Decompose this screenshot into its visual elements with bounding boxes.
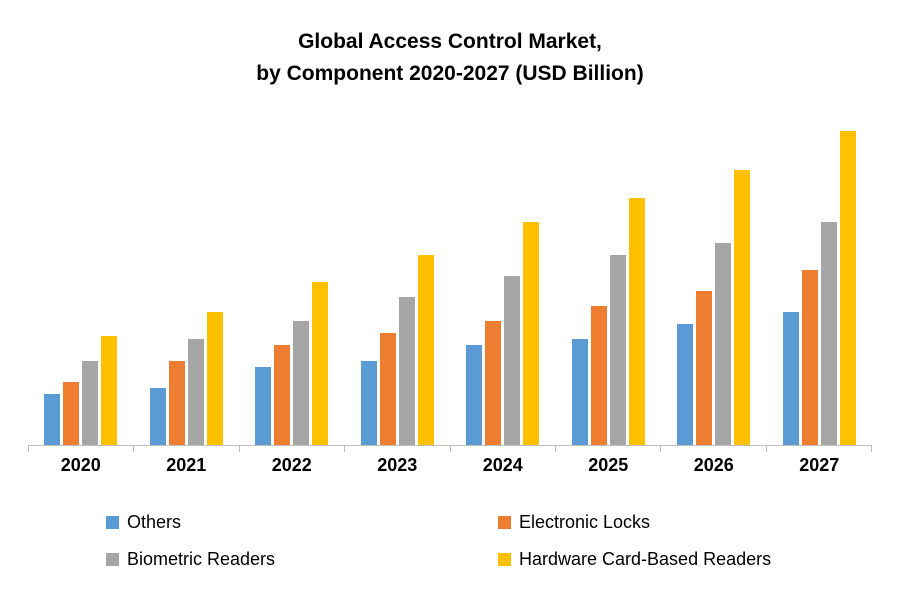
bar-group-2027 [767, 113, 873, 445]
plot-area [28, 113, 872, 446]
bar-electronic-locks [696, 291, 713, 445]
legend-swatch-biometric-readers [106, 553, 119, 566]
bar-electronic-locks [590, 306, 607, 445]
bar-hardware-card-based-readers [523, 221, 540, 445]
axis-tick [871, 446, 872, 452]
bar-group-2021 [134, 113, 240, 445]
bar-group-2025 [556, 113, 662, 445]
bar-others [571, 339, 588, 445]
bar-hardware-card-based-readers [206, 312, 223, 445]
bar-biometric-readers [609, 254, 626, 445]
bar-others [677, 324, 694, 445]
x-axis-label: 2022 [271, 455, 312, 475]
legend-item-electronic-locks: Electronic Locks [498, 512, 900, 533]
legend-swatch-others [106, 516, 119, 529]
bar-electronic-locks [168, 360, 185, 445]
bar-hardware-card-based-readers [417, 254, 434, 445]
bar-group-2020 [28, 113, 134, 445]
axis-tick [449, 446, 451, 452]
x-axis-label: 2020 [60, 455, 101, 475]
x-axis-label: 2025 [588, 455, 629, 475]
bar-group-2022 [239, 113, 345, 445]
bar-biometric-readers [82, 360, 99, 445]
chart-title-line-1: Global Access Control Market, [298, 30, 602, 53]
bar-hardware-card-based-readers [734, 170, 751, 445]
bar-others [782, 312, 799, 445]
legend-label-others: Others [127, 512, 182, 532]
legend-swatch-electronic-locks [498, 516, 511, 529]
bar-others [255, 366, 272, 445]
legend-item-others: Others [106, 512, 498, 533]
bar-hardware-card-based-readers [839, 131, 856, 445]
bar-others [44, 393, 61, 445]
legend-item-hardware-card-based-readers: Hardware Card-Based Readers [498, 549, 900, 570]
bar-biometric-readers [398, 297, 415, 445]
bar-electronic-locks [274, 345, 291, 445]
bar-electronic-locks [801, 269, 818, 445]
x-axis-label: 2023 [377, 455, 418, 475]
x-axis-label: 2021 [166, 455, 207, 475]
bar-others [149, 387, 166, 445]
bar-biometric-readers [187, 339, 204, 445]
bar-biometric-readers [293, 321, 310, 445]
x-axis-label: 2027 [799, 455, 840, 475]
axis-tick [765, 446, 767, 452]
bar-electronic-locks [485, 321, 502, 445]
bar-biometric-readers [504, 275, 521, 445]
legend-label-biometric-readers: Biometric Readers [127, 549, 276, 569]
x-axis-labels: 2020 2021 2022 2023 2024 2025 2026 2027 [28, 455, 872, 476]
axis-tick [238, 446, 240, 452]
bar-others [360, 360, 377, 445]
chart-title-line-2: by Component 2020-2027 (USD Billion) [256, 61, 644, 85]
axis-tick [344, 446, 346, 452]
chart-title: Global Access Control Market, by Compone… [0, 0, 900, 89]
legend-swatch-hardware-card-based-readers [498, 553, 511, 566]
bar-biometric-readers [820, 221, 837, 445]
bar-electronic-locks [379, 333, 396, 445]
legend-label-hardware-card-based-readers: Hardware Card-Based Readers [519, 549, 772, 569]
bar-hardware-card-based-readers [628, 197, 645, 445]
plot-wrapper [28, 113, 872, 452]
x-axis-label: 2024 [482, 455, 523, 475]
bar-group-2024 [450, 113, 556, 445]
legend: Others Electronic Locks Biometric Readers H… [106, 512, 900, 570]
bar-group-2026 [661, 113, 767, 445]
legend-label-electronic-locks: Electronic Locks [519, 512, 651, 532]
x-axis-label: 2026 [693, 455, 734, 475]
bar-hardware-card-based-readers [101, 336, 118, 445]
bar-hardware-card-based-readers [312, 282, 329, 445]
bar-group-2023 [345, 113, 451, 445]
bar-biometric-readers [715, 242, 732, 445]
axis-tick [660, 446, 662, 452]
axis-ticks [28, 446, 872, 452]
axis-tick [133, 446, 135, 452]
axis-tick [554, 446, 556, 452]
legend-item-biometric-readers: Biometric Readers [106, 549, 498, 570]
bar-others [466, 345, 483, 445]
axis-tick [28, 446, 29, 452]
bar-electronic-locks [63, 381, 80, 445]
